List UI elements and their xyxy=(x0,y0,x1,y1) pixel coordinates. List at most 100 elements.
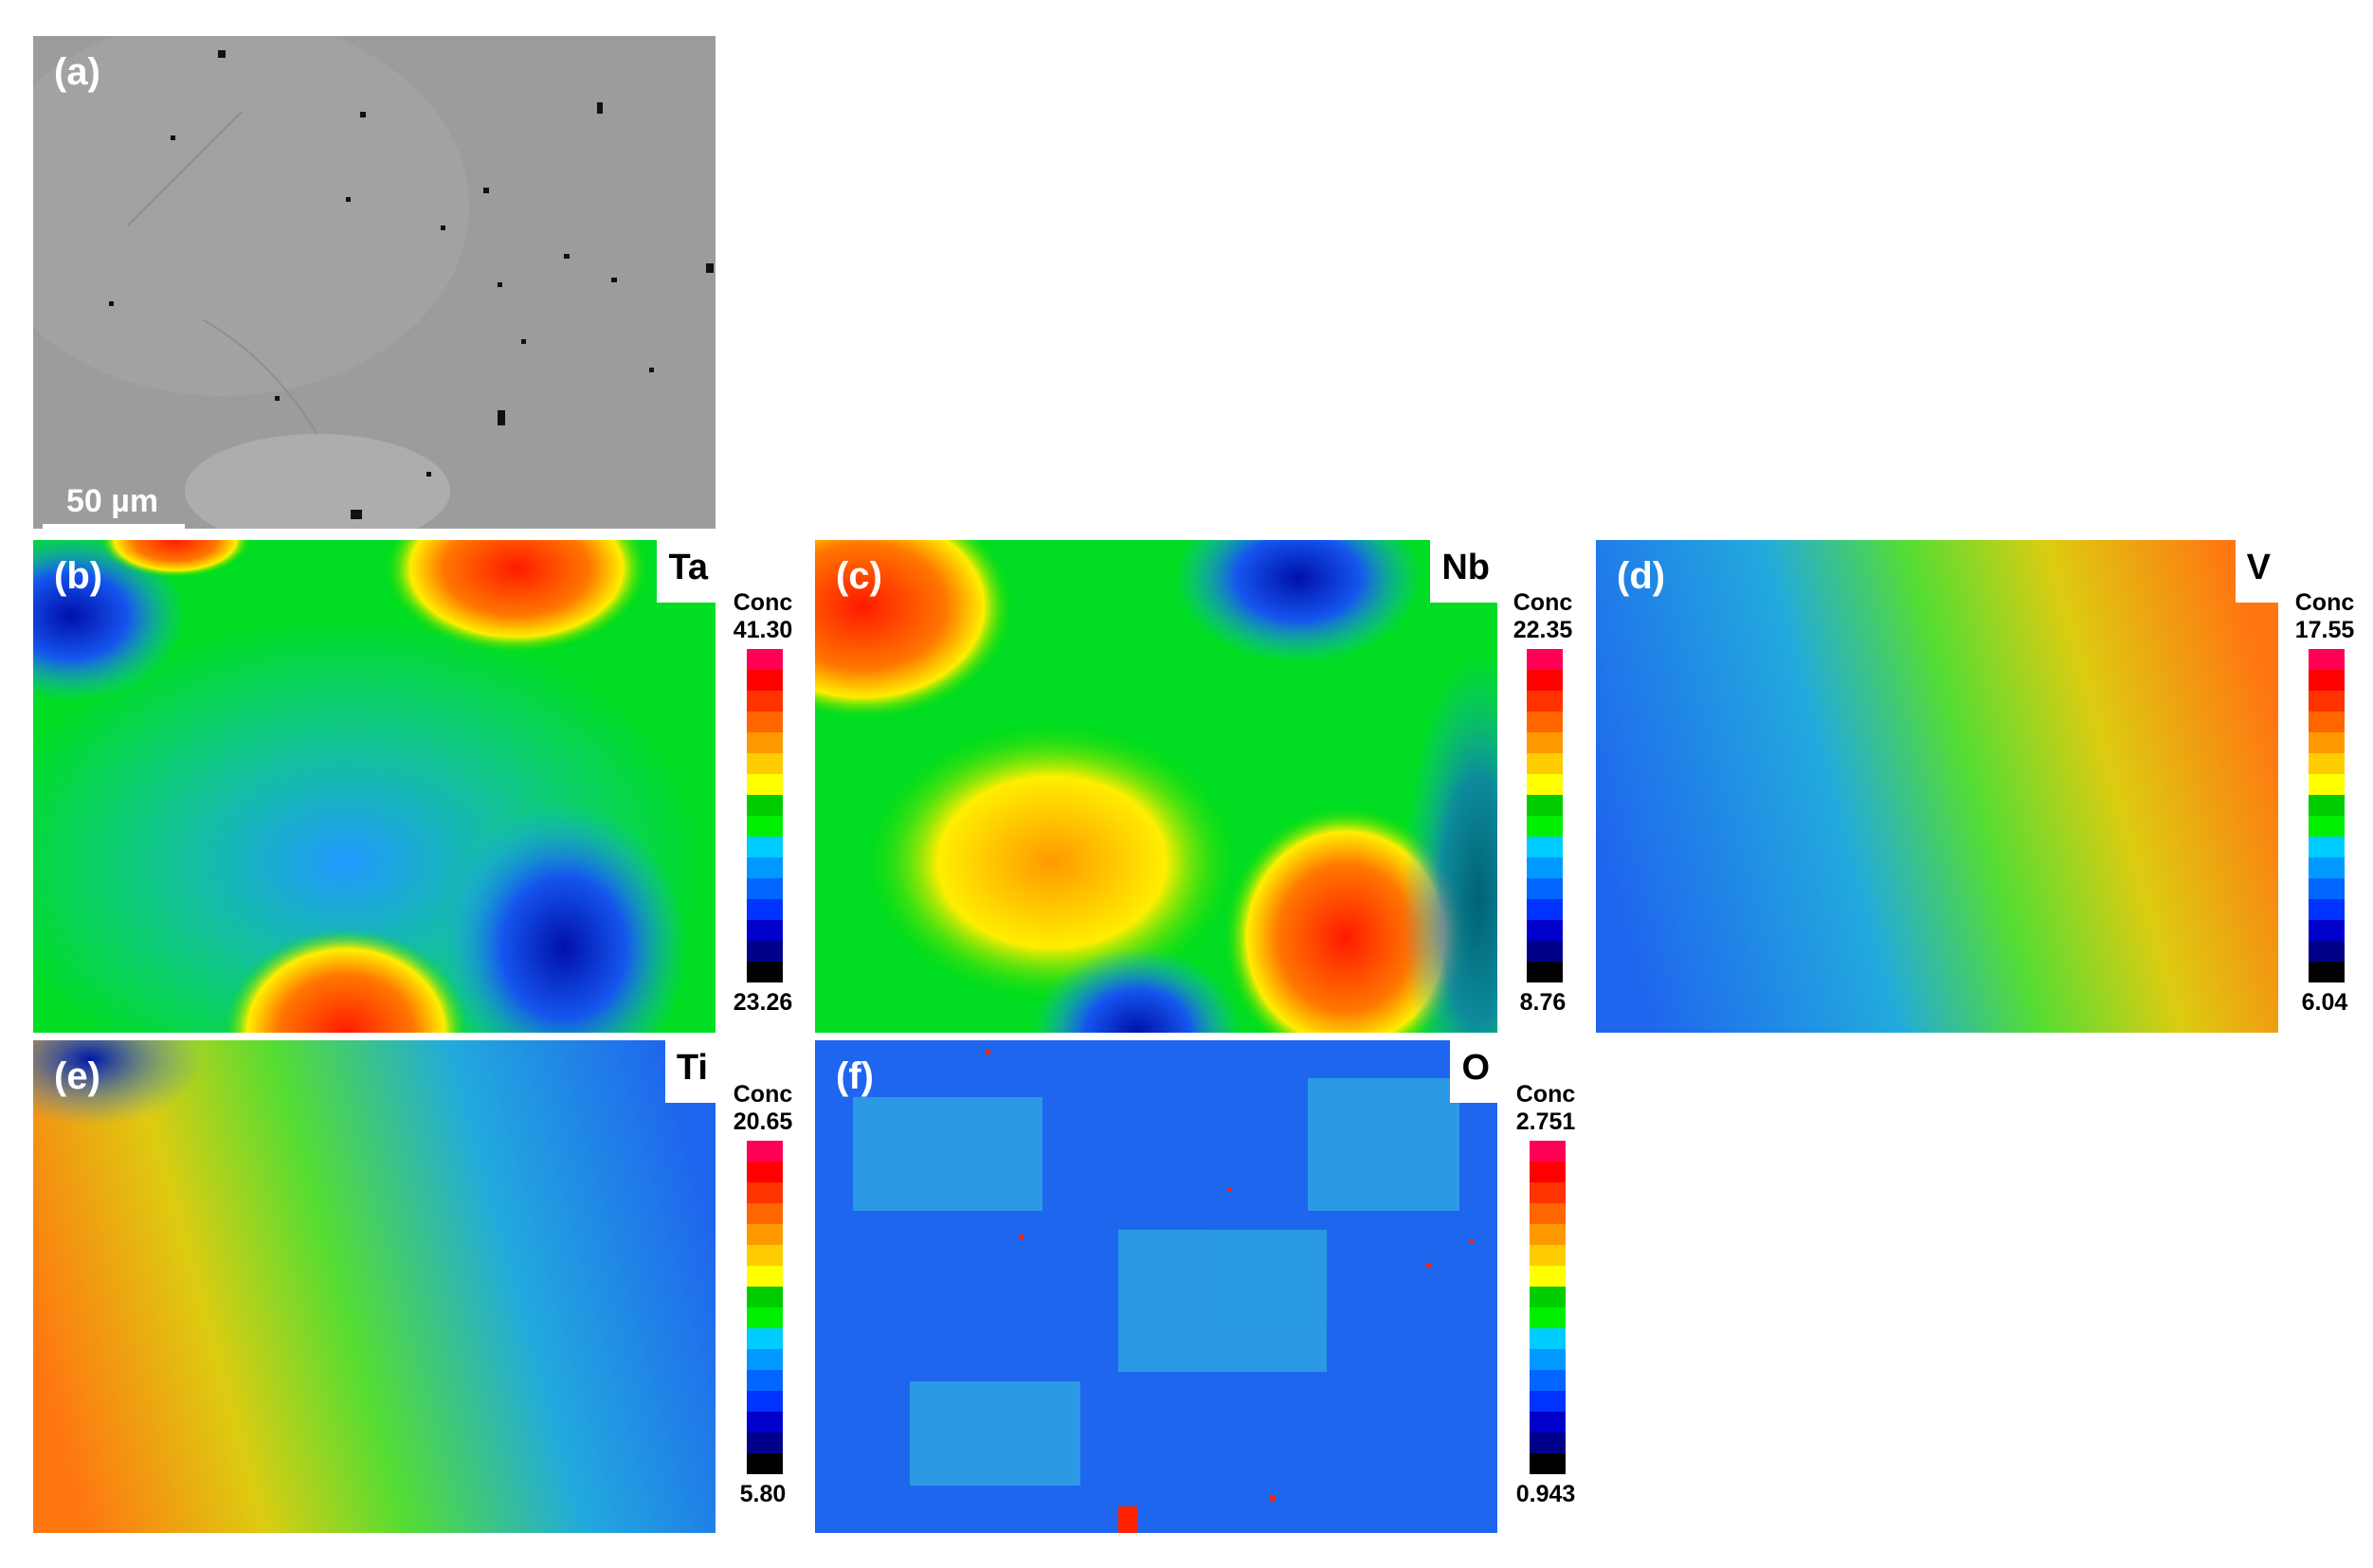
scale-bar-label: 50 µm xyxy=(66,483,159,519)
legend-max: 41.30 xyxy=(733,617,793,643)
v-color-legend: Conc 17.55 6.04 xyxy=(2287,589,2363,1025)
color-step xyxy=(747,649,783,670)
color-step xyxy=(1530,1307,1566,1328)
color-step xyxy=(1527,712,1563,732)
color-step xyxy=(1527,962,1563,982)
legend-title: Conc xyxy=(1515,1081,1576,1108)
color-step xyxy=(2309,712,2345,732)
ta-color-legend: Conc 41.30 23.26 xyxy=(725,589,801,1025)
color-step xyxy=(747,1328,783,1349)
legend-max: 20.65 xyxy=(733,1108,793,1135)
color-step xyxy=(1530,1224,1566,1245)
ta-concentration-map xyxy=(33,540,716,1033)
color-step xyxy=(747,837,783,857)
color-step xyxy=(747,691,783,712)
legend-max: 22.35 xyxy=(1513,617,1573,643)
color-step xyxy=(747,1141,783,1162)
panel-label-a: (a) xyxy=(54,51,100,93)
color-step xyxy=(747,1453,783,1474)
color-step xyxy=(2309,837,2345,857)
color-step xyxy=(2309,795,2345,816)
scale-bar xyxy=(43,524,185,529)
ti-color-legend: Conc 20.65 5.80 xyxy=(725,1081,801,1517)
element-label-ta: Ta xyxy=(657,540,716,603)
color-step xyxy=(1530,1433,1566,1453)
color-step xyxy=(747,1287,783,1307)
color-step xyxy=(2309,774,2345,795)
o-concentration-map xyxy=(815,1040,1497,1533)
color-step xyxy=(1530,1328,1566,1349)
sem-image-panel: (a) 50 µm xyxy=(33,36,716,529)
color-step xyxy=(747,1307,783,1328)
color-step xyxy=(747,941,783,962)
color-step xyxy=(2309,670,2345,691)
color-step xyxy=(747,1203,783,1224)
element-label-o: O xyxy=(1450,1040,1497,1103)
color-step xyxy=(747,857,783,878)
color-step xyxy=(747,1182,783,1203)
color-step xyxy=(2309,962,2345,982)
legend-min: 8.76 xyxy=(1519,989,1567,1016)
color-step xyxy=(1530,1203,1566,1224)
color-step xyxy=(1527,670,1563,691)
color-step xyxy=(2309,857,2345,878)
color-step xyxy=(747,795,783,816)
legend-title: Conc xyxy=(733,1081,793,1108)
o-map-panel: (f) O xyxy=(815,1040,1497,1533)
color-step xyxy=(1527,920,1563,941)
nb-color-legend: Conc 22.35 8.76 xyxy=(1505,589,1581,1025)
color-step xyxy=(747,712,783,732)
color-step xyxy=(1527,649,1563,670)
legend-min: 5.80 xyxy=(739,1481,787,1507)
color-step xyxy=(1530,1287,1566,1307)
color-step xyxy=(2309,732,2345,753)
o-color-legend: Conc 2.751 0.943 xyxy=(1508,1081,1584,1517)
panel-label-e: (e) xyxy=(54,1055,100,1097)
color-scale-bar xyxy=(1530,1141,1566,1474)
v-map-panel: (d) V xyxy=(1596,540,2278,1033)
color-step xyxy=(2309,941,2345,962)
color-step xyxy=(1527,691,1563,712)
color-step xyxy=(747,1391,783,1412)
color-step xyxy=(1527,857,1563,878)
color-step xyxy=(747,878,783,899)
color-step xyxy=(747,1370,783,1391)
legend-title: Conc xyxy=(733,589,793,616)
legend-min: 6.04 xyxy=(2301,989,2348,1016)
nb-map-panel: (c) Nb xyxy=(815,540,1497,1033)
color-step xyxy=(1530,1245,1566,1266)
color-step xyxy=(1530,1349,1566,1370)
color-step xyxy=(1530,1182,1566,1203)
color-step xyxy=(2309,920,2345,941)
color-step xyxy=(747,962,783,982)
color-step xyxy=(747,899,783,920)
panel-label-f: (f) xyxy=(836,1055,874,1097)
legend-min: 23.26 xyxy=(733,989,793,1016)
color-scale-bar xyxy=(747,1141,783,1474)
v-concentration-map xyxy=(1596,540,2278,1033)
color-step xyxy=(1527,837,1563,857)
sem-micrograph xyxy=(33,36,716,529)
color-step xyxy=(747,732,783,753)
color-step xyxy=(747,1162,783,1182)
color-scale-bar xyxy=(1527,649,1563,982)
color-step xyxy=(1530,1453,1566,1474)
element-label-nb: Nb xyxy=(1430,540,1497,603)
color-step xyxy=(2309,899,2345,920)
color-step xyxy=(747,816,783,837)
color-step xyxy=(747,774,783,795)
color-step xyxy=(1527,941,1563,962)
color-step xyxy=(2309,691,2345,712)
legend-max: 17.55 xyxy=(2294,617,2355,643)
color-step xyxy=(1527,753,1563,774)
color-step xyxy=(1527,816,1563,837)
ti-map-panel: (e) Ti xyxy=(33,1040,716,1533)
color-step xyxy=(747,1412,783,1433)
color-step xyxy=(2309,753,2345,774)
color-step xyxy=(1530,1391,1566,1412)
ti-concentration-map xyxy=(33,1040,716,1533)
color-step xyxy=(747,920,783,941)
element-label-ti: Ti xyxy=(664,1040,716,1103)
panel-label-b: (b) xyxy=(54,555,103,597)
color-step xyxy=(747,670,783,691)
